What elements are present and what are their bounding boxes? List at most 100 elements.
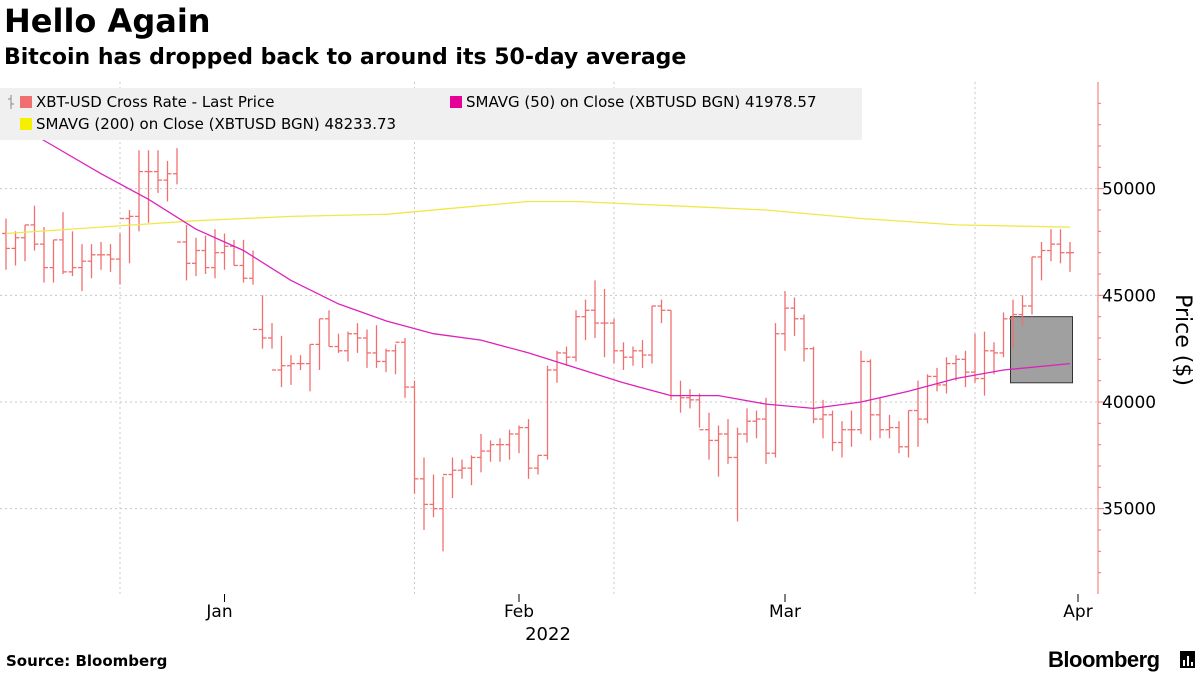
ohlc-bar xyxy=(135,150,143,232)
ohlc-bar xyxy=(78,244,86,292)
ohlc-bar xyxy=(391,341,400,375)
ohlc-bar xyxy=(49,239,58,283)
ohlc-bar xyxy=(515,425,523,454)
bloomberg-logo: Bloomberg xyxy=(1048,647,1160,672)
legend-label-price: XBT-USD Cross Rate - Last Price xyxy=(36,93,275,111)
highlight-rect xyxy=(1010,316,1073,384)
x-tick-label: Mar xyxy=(769,602,801,622)
ohlc-bar xyxy=(116,217,124,285)
ohlc-bar xyxy=(306,343,314,392)
ohlc-bar xyxy=(771,323,780,458)
ohlc-bar xyxy=(980,331,989,396)
ohlc-bar xyxy=(648,305,656,364)
ohlc-bar xyxy=(1028,256,1036,315)
ohlc-bar xyxy=(325,310,333,348)
ohlc-bar xyxy=(287,355,295,385)
ohlc-bar xyxy=(1018,295,1027,326)
ohlc-bar xyxy=(591,280,599,338)
highlight-box xyxy=(1010,316,1073,384)
ohlc-bar xyxy=(838,421,846,458)
ohlc-bar xyxy=(524,419,533,479)
ohlc-bar xyxy=(914,380,922,447)
legend: XBT-USD Cross Rate - Last Price SMAVG (5… xyxy=(0,88,862,140)
ohlc-bar xyxy=(201,235,210,274)
ohlc-bar xyxy=(600,288,609,358)
ohlc-bar xyxy=(714,425,723,477)
ohlc-bar xyxy=(496,438,504,462)
ohlc-bar xyxy=(676,380,685,413)
ohlc-bar xyxy=(372,325,381,368)
ohlc-bar xyxy=(885,414,894,439)
ohlc-bar xyxy=(990,342,998,375)
ohlc-bar xyxy=(543,365,552,460)
ohlc-bar xyxy=(154,150,162,193)
ohlc-bar xyxy=(40,227,48,283)
ohlc-bar xyxy=(999,312,1008,358)
ohlc-bar xyxy=(87,244,96,279)
sma200-polyline xyxy=(5,200,1071,235)
ohlc-bar xyxy=(239,239,248,283)
ohlc-bar xyxy=(439,473,447,552)
ohlc-bar xyxy=(895,421,903,454)
x-tick-label: Jan xyxy=(205,602,232,622)
source-note: Source: Bloomberg xyxy=(6,652,168,670)
ohlc-bar xyxy=(268,323,276,371)
sma200-line xyxy=(5,200,1071,235)
ohlc-bar xyxy=(30,205,39,251)
ohlc-bar xyxy=(619,342,628,370)
ohlc-bar xyxy=(534,454,542,475)
ohlc-bar xyxy=(344,331,352,362)
ohlc-bar xyxy=(904,409,913,458)
ohlc-bar xyxy=(752,410,761,439)
ohlc-bar xyxy=(220,233,229,270)
ohlc-bar xyxy=(876,397,884,439)
legend-item-sma200: SMAVG (200) on Close (XBTUSD BGN) 48233.… xyxy=(20,115,396,133)
ohlc-bar xyxy=(458,459,466,479)
ohlc-bar xyxy=(657,299,666,324)
ohlc-bar xyxy=(125,210,134,264)
ohlc-bar xyxy=(790,297,799,336)
legend-item-sma50: SMAVG (50) on Close (XBTUSD BGN) 41978.5… xyxy=(450,93,817,111)
ohlc-bar xyxy=(1047,229,1055,262)
ohlc-bar xyxy=(942,357,951,394)
ohlc-bar xyxy=(429,474,438,518)
ohlc-bar xyxy=(363,329,371,368)
ohlc-bar xyxy=(743,408,751,443)
ohlc-bar xyxy=(467,455,476,486)
ohlc-bar xyxy=(106,244,115,272)
ohlc-bar xyxy=(1009,299,1017,349)
ohlc-bar xyxy=(315,318,324,370)
ohlc-bar xyxy=(733,427,742,522)
ohlc-bar xyxy=(1037,242,1046,281)
x-axis: Jan Feb Mar Apr xyxy=(205,594,1093,622)
ohlc-bar xyxy=(182,224,191,281)
y-axis-label: Price ($) xyxy=(1170,294,1195,386)
ohlc-bar xyxy=(410,380,419,494)
ohlc-bar xyxy=(857,350,865,434)
x-tick-label: Apr xyxy=(1063,602,1092,622)
ohlc-bar xyxy=(230,239,238,267)
ohlc-bar xyxy=(353,323,362,353)
ohlc-bar xyxy=(610,318,618,364)
ohlc-bar xyxy=(705,412,713,460)
ohlc-bar xyxy=(382,348,390,373)
ohlc-bar xyxy=(448,457,457,498)
ohlc-bar xyxy=(420,457,428,530)
ohlc-bar xyxy=(486,440,495,462)
ohlc-bar xyxy=(809,346,818,424)
ohlc-bar xyxy=(800,314,808,362)
ohlc-bar xyxy=(923,374,932,424)
ohlc-bar xyxy=(961,350,970,388)
ohlc-bar xyxy=(695,393,704,431)
ohlc-bar xyxy=(277,335,286,388)
y-tick-label: 45000 xyxy=(1102,286,1156,306)
legend-label-sma200: SMAVG (200) on Close (XBTUSD BGN) 48233.… xyxy=(36,115,397,133)
ohlc-bar-icon xyxy=(8,95,14,109)
ohlc-bar xyxy=(296,355,305,370)
bloomberg-logo-mark xyxy=(1180,651,1195,668)
ohlc-bar xyxy=(21,224,29,262)
ohlc-bar xyxy=(952,355,960,381)
ohlc-bar xyxy=(847,410,856,447)
ohlc-bar xyxy=(68,231,77,277)
ohlc-bar xyxy=(572,310,580,362)
